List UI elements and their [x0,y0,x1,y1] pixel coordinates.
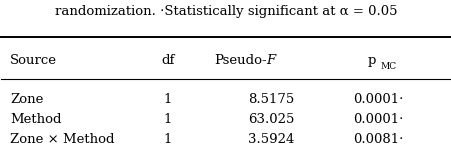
Text: 1: 1 [163,113,171,126]
Text: F: F [266,54,275,67]
Text: 3.5924: 3.5924 [247,133,294,146]
Text: 0.0081·: 0.0081· [353,133,403,146]
Text: Pseudo-: Pseudo- [213,54,266,67]
Text: Method: Method [10,113,62,126]
Text: 0.0001·: 0.0001· [353,93,403,106]
Text: p: p [367,54,375,67]
Text: randomization. ·Statistically significant at α = 0.05: randomization. ·Statistically significan… [55,5,396,18]
Text: Source: Source [10,54,57,67]
Text: Zone: Zone [10,93,44,106]
Text: 8.5175: 8.5175 [247,93,294,106]
Text: df: df [161,54,174,67]
Text: MC: MC [380,62,396,71]
Text: 63.025: 63.025 [247,113,294,126]
Text: 0.0001·: 0.0001· [353,113,403,126]
Text: 1: 1 [163,133,171,146]
Text: Zone × Method: Zone × Method [10,133,115,146]
Text: 1: 1 [163,93,171,106]
